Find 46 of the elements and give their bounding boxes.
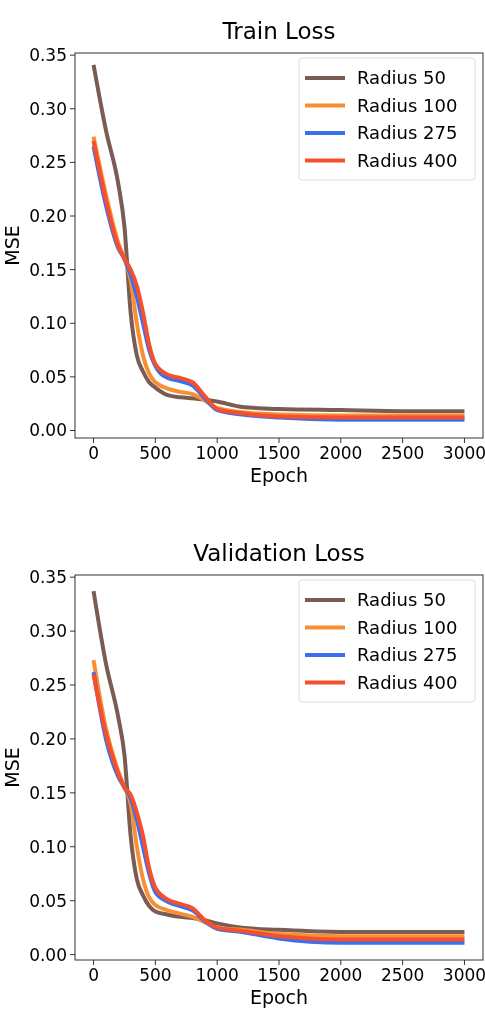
y-tick-label: 0.35 xyxy=(29,567,67,588)
legend-label: Radius 100 xyxy=(357,616,458,638)
legend-label: Radius 400 xyxy=(357,149,458,171)
x-tick-label: 1500 xyxy=(257,965,301,985)
x-tick-label: 1500 xyxy=(257,443,301,463)
y-axis-title: MSE xyxy=(1,225,23,266)
x-tick-label: 2000 xyxy=(319,443,363,463)
y-tick-label: 0.05 xyxy=(29,366,67,387)
x-tick-label: 2000 xyxy=(319,965,363,985)
x-tick-label: 2500 xyxy=(381,965,425,985)
chart-title: Train Loss xyxy=(221,18,336,44)
line-series xyxy=(91,589,467,934)
x-axis-title: Epoch xyxy=(249,464,309,486)
y-tick-label: 0.25 xyxy=(29,152,67,173)
y-tick-label: 0.15 xyxy=(29,259,67,280)
x-tick-label: 2500 xyxy=(381,443,425,463)
y-tick-label: 0.00 xyxy=(29,420,67,441)
x-tick-label: 500 xyxy=(139,443,172,463)
legend-label: Radius 275 xyxy=(357,122,458,144)
y-axis-title: MSE xyxy=(1,747,23,788)
x-tick-label: 1000 xyxy=(195,443,239,463)
y-tick-label: 0.20 xyxy=(29,205,67,226)
y-tick-label: 0.35 xyxy=(29,45,67,66)
y-tick-label: 0.20 xyxy=(29,728,67,749)
legend-label: Radius 275 xyxy=(357,644,458,666)
y-tick-label: 0.10 xyxy=(29,836,67,857)
y-tick-label: 0.30 xyxy=(29,621,67,642)
x-tick-label: 0 xyxy=(88,443,99,463)
x-tick-label: 1000 xyxy=(195,965,239,985)
legend-label: Radius 50 xyxy=(357,589,446,611)
y-tick-label: 0.00 xyxy=(29,944,67,965)
y-tick-label: 0.05 xyxy=(29,890,67,911)
y-tick-label: 0.10 xyxy=(29,313,67,334)
x-tick-label: 500 xyxy=(139,965,172,985)
x-axis-title: Epoch xyxy=(249,986,309,1008)
y-tick-label: 0.15 xyxy=(29,782,67,803)
y-tick-label: 0.25 xyxy=(29,674,67,695)
legend-label: Radius 400 xyxy=(357,671,458,693)
legend-label: Radius 100 xyxy=(357,94,458,116)
chart-title: Validation Loss xyxy=(193,540,365,566)
x-tick-label: 0 xyxy=(88,965,99,985)
line-series xyxy=(91,62,467,414)
y-tick-label: 0.30 xyxy=(29,98,67,119)
legend-label: Radius 50 xyxy=(357,67,446,89)
x-tick-label: 3000 xyxy=(442,965,485,985)
x-tick-label: 3000 xyxy=(442,443,485,463)
